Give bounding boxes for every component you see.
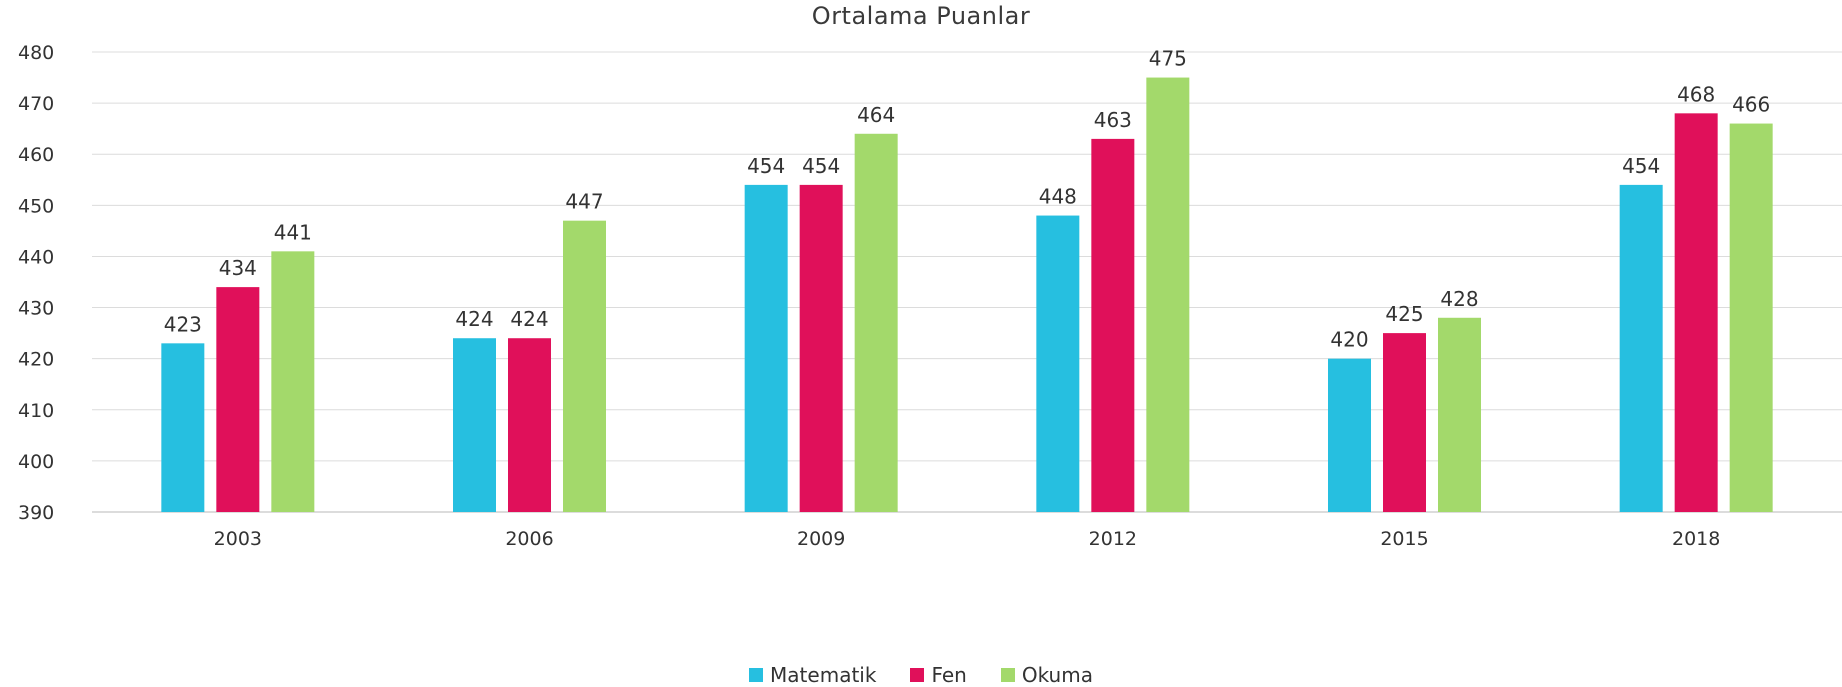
- bar-matematik-2018: [1619, 184, 1663, 512]
- legend-item-okuma: Okuma: [1000, 663, 1093, 687]
- bar-fen-2018: [1674, 113, 1718, 512]
- data-label: 424: [510, 307, 548, 331]
- data-label: 447: [565, 190, 603, 214]
- data-label: 475: [1149, 47, 1187, 71]
- data-labels: 423 434 441 424 424 447 454 454 464 448 463 475 420 4…: [164, 47, 1771, 352]
- bar-matematik-2015: [1328, 358, 1371, 512]
- data-label: 466: [1732, 93, 1770, 117]
- y-tick-label: 440: [18, 246, 54, 268]
- bars: [161, 77, 1773, 513]
- y-tick-label: 460: [18, 144, 54, 166]
- bar-matematik-2006: [453, 338, 496, 512]
- legend-swatch: [1000, 668, 1015, 682]
- y-tick-label: 450: [18, 195, 54, 217]
- data-label: 468: [1677, 82, 1715, 106]
- bar-fen-2009: [799, 184, 843, 512]
- x-tick-label: 2009: [797, 528, 845, 550]
- legend-item-matematik: Matematik: [749, 663, 876, 687]
- bar-matematik-2012: [1036, 215, 1080, 513]
- y-tick-label: 420: [18, 349, 54, 371]
- y-tick-label: 410: [18, 400, 54, 422]
- bar-okuma-2006: [563, 220, 606, 512]
- data-label: 425: [1385, 302, 1423, 326]
- data-label: 428: [1440, 287, 1478, 311]
- data-label: 424: [455, 307, 493, 331]
- legend-swatch: [910, 668, 925, 682]
- bar-fen-2006: [508, 338, 551, 512]
- bar-matematik-2009: [744, 184, 788, 512]
- data-label: 448: [1039, 185, 1077, 209]
- data-label: 423: [164, 312, 202, 336]
- data-label: 434: [219, 256, 257, 280]
- y-tick-label: 400: [18, 451, 54, 473]
- y-tick-label: 480: [18, 42, 54, 64]
- legend-label: Matematik: [770, 663, 877, 687]
- data-label: 463: [1094, 108, 1132, 132]
- legend-label: Okuma: [1021, 663, 1093, 687]
- bar-okuma-2009: [854, 133, 898, 512]
- y-tick-label: 470: [18, 93, 54, 115]
- bar-okuma-2015: [1438, 317, 1481, 512]
- bar-matematik-2003: [161, 343, 205, 512]
- bar-fen-2012: [1091, 138, 1135, 512]
- bar-fen-2003: [216, 287, 260, 512]
- bar-okuma-2012: [1146, 77, 1190, 513]
- x-tick-label: 2012: [1089, 528, 1137, 550]
- bar-fen-2015: [1383, 333, 1426, 512]
- data-label: 454: [1622, 154, 1660, 178]
- data-label: 420: [1330, 328, 1368, 352]
- legend-item-fen: Fen: [910, 663, 967, 687]
- y-tick-label: 390: [18, 502, 54, 524]
- legend-swatch: [749, 668, 764, 682]
- data-label: 454: [747, 154, 785, 178]
- data-label: 454: [802, 154, 840, 178]
- x-tick-label: 2003: [214, 528, 262, 550]
- x-axis-tick-labels: 2003 2006 2009 2012 2015 2018: [214, 528, 1721, 550]
- x-tick-label: 2015: [1380, 528, 1428, 550]
- data-label: 464: [857, 103, 895, 127]
- x-tick-label: 2018: [1672, 528, 1720, 550]
- bar-okuma-2003: [271, 251, 315, 513]
- y-tick-label: 430: [18, 298, 54, 320]
- bar-okuma-2018: [1729, 123, 1773, 513]
- legend: Matematik Fen Okuma: [0, 663, 1842, 687]
- x-tick-label: 2006: [505, 528, 553, 550]
- y-axis-tick-labels: 390 400 410 420 430 440 450 460 470 480: [18, 42, 54, 524]
- grid-lines: [92, 51, 1842, 513]
- chart-title: Ortalama Puanlar: [811, 2, 1031, 30]
- data-label: 441: [274, 220, 312, 244]
- legend-label: Fen: [931, 663, 967, 687]
